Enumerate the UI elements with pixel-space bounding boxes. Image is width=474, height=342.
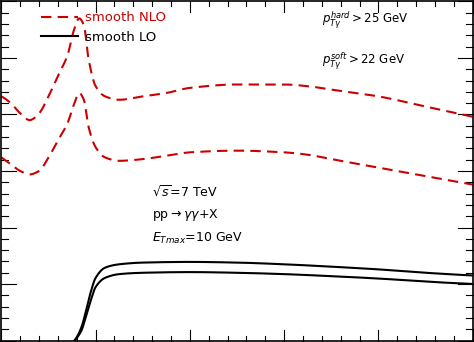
Text: $p_{T\gamma}^{hard}$$>$25 GeV: $p_{T\gamma}^{hard}$$>$25 GeV — [322, 10, 409, 31]
Text: $\sqrt{s}$=7 TeV
pp$\rightarrow\gamma\gamma$+X
$E_{Tmax}$=10 GeV: $\sqrt{s}$=7 TeV pp$\rightarrow\gamma\ga… — [152, 185, 243, 246]
Text: $p_{T\gamma}^{soft}$$>$22 GeV: $p_{T\gamma}^{soft}$$>$22 GeV — [322, 51, 405, 72]
Legend: smooth NLO, smooth LO: smooth NLO, smooth LO — [41, 11, 165, 44]
